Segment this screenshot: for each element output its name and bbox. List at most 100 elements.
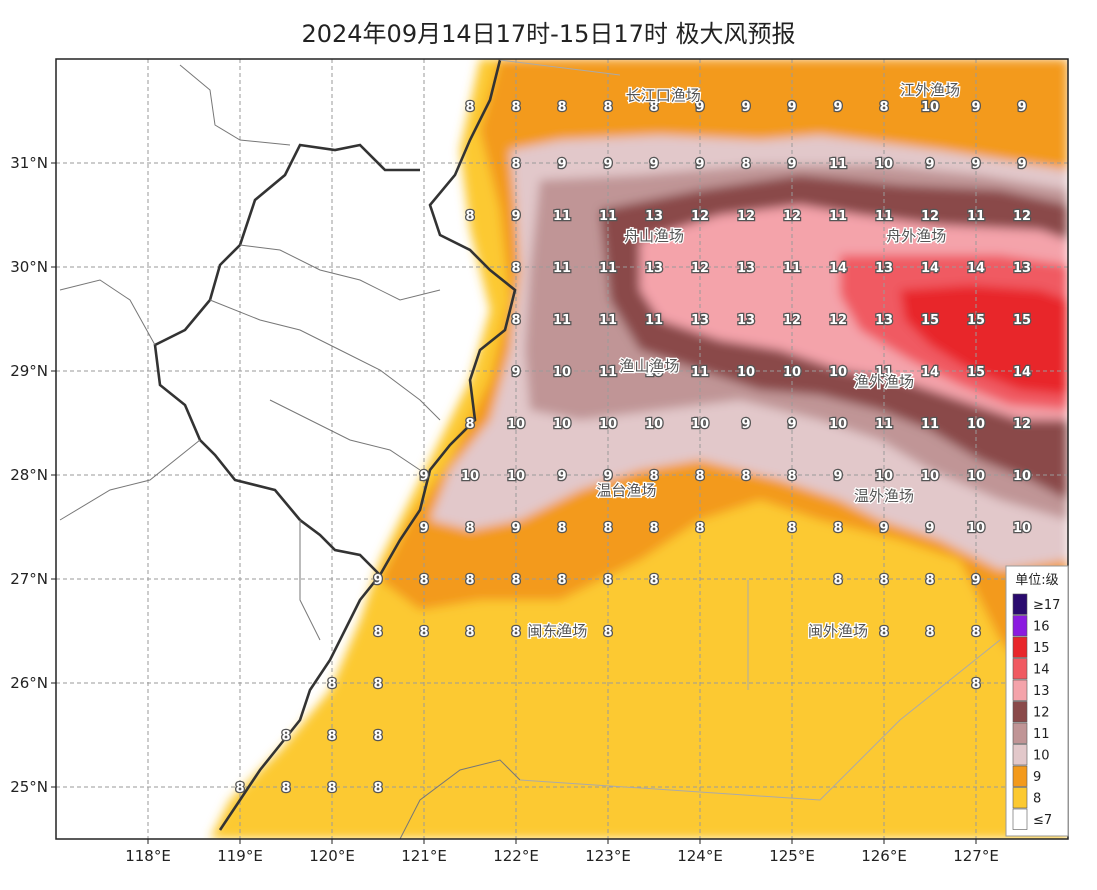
- wind-value-point: 8: [511, 261, 520, 276]
- wind-value-point: 11: [921, 417, 939, 432]
- wind-value-point: 13: [691, 313, 709, 328]
- wind-value-point: 8: [511, 100, 520, 115]
- wind-value-point: 10: [1013, 521, 1031, 536]
- fishing-zone-label: 温台渔场: [596, 482, 656, 500]
- wind-value-point: 8: [833, 521, 842, 536]
- legend-label: 10: [1033, 748, 1050, 763]
- wind-value-point: 14: [1013, 365, 1031, 380]
- wind-value-point: 13: [875, 261, 893, 276]
- wind-value-point: 8: [511, 313, 520, 328]
- wind-value-point: 8: [373, 781, 382, 796]
- y-axis-ticks: 31°N 30°N 29°N 28°N 27°N 26°N 25°N: [10, 154, 56, 796]
- wind-value-point: 9: [971, 100, 980, 115]
- wind-value-point: 12: [783, 209, 801, 224]
- wind-value-point: 9: [925, 157, 934, 172]
- wind-value-point: 13: [645, 209, 663, 224]
- wind-value-point: 9: [971, 157, 980, 172]
- wind-value-point: 9: [511, 521, 520, 536]
- wind-value-point: 11: [599, 365, 617, 380]
- wind-value-point: 8: [649, 100, 658, 115]
- wind-value-point: 11: [691, 365, 709, 380]
- wind-value-point: 8: [557, 625, 566, 640]
- plot-frame: [55, 58, 1069, 840]
- wind-value-point: 11: [875, 365, 893, 380]
- wind-value-point: 9: [695, 100, 704, 115]
- wind-value-point: 8: [557, 573, 566, 588]
- wind-value-point: 12: [1013, 417, 1031, 432]
- wind-value-point: 9: [925, 521, 934, 536]
- wind-value-point: 12: [691, 209, 709, 224]
- wind-value-point: 15: [921, 313, 939, 328]
- legend-swatch: [1012, 615, 1028, 637]
- wind-value-point: 12: [783, 313, 801, 328]
- wind-value-point: 9: [649, 157, 658, 172]
- wind-value-point: 11: [599, 313, 617, 328]
- wind-value-point: 8: [511, 573, 520, 588]
- wind-value-point: 11: [553, 209, 571, 224]
- legend-swatch: [1012, 636, 1028, 658]
- legend-swatch: [1012, 808, 1028, 830]
- wind-value-point: 10: [1013, 469, 1031, 484]
- wind-value-point: 9: [833, 100, 842, 115]
- wind-value-point: 9: [741, 417, 750, 432]
- wind-value-point: 8: [281, 781, 290, 796]
- wind-value-point: 8: [511, 625, 520, 640]
- legend-label: 12: [1033, 705, 1050, 720]
- legend-swatch: [1012, 593, 1028, 615]
- wind-value-point: 8: [879, 100, 888, 115]
- wind-value-point: 10: [691, 417, 709, 432]
- wind-value-point: 8: [971, 625, 980, 640]
- band-15: [900, 285, 1068, 395]
- legend-swatch: [1012, 787, 1028, 809]
- wind-value-point: 13: [737, 313, 755, 328]
- wind-value-point: 11: [875, 417, 893, 432]
- legend-swatch: [1012, 679, 1028, 701]
- wind-value-point: 8: [833, 573, 842, 588]
- wind-band-layer: [210, 59, 1068, 839]
- legend-label: 15: [1033, 641, 1050, 656]
- wind-value-point: 8: [879, 573, 888, 588]
- wind-value-point: 10: [829, 417, 847, 432]
- wind-value-point: 11: [645, 313, 663, 328]
- wind-value-point: 13: [645, 261, 663, 276]
- wind-value-point: 8: [235, 781, 244, 796]
- x-tick-label: 122°E: [493, 847, 539, 865]
- wind-value-point: 14: [921, 261, 939, 276]
- grid-lines: [56, 59, 1068, 839]
- y-tick-label: 30°N: [10, 258, 48, 276]
- wind-value-point: 12: [921, 209, 939, 224]
- wind-value-point: 15: [1013, 313, 1031, 328]
- wind-value-point: 8: [649, 573, 658, 588]
- legend-swatch: [1012, 658, 1028, 680]
- wind-value-point: 8: [557, 100, 566, 115]
- wind-value-point: 9: [603, 469, 612, 484]
- coastline: [218, 59, 517, 831]
- wind-value-point: 9: [511, 209, 520, 224]
- wind-value-point: 10: [507, 417, 525, 432]
- wind-value-point: 10: [921, 469, 939, 484]
- wind-value-point: 9: [787, 417, 796, 432]
- wind-value-point: 9: [557, 157, 566, 172]
- wind-value-point: 10: [599, 417, 617, 432]
- wind-value-point: 8: [603, 100, 612, 115]
- wind-value-point: 11: [829, 209, 847, 224]
- wind-value-point: 10: [967, 417, 985, 432]
- wind-value-point: 12: [691, 261, 709, 276]
- wind-value-point: 10: [829, 365, 847, 380]
- wind-value-point: 8: [465, 625, 474, 640]
- legend-label: 9: [1033, 770, 1041, 785]
- wind-value-point: 9: [419, 521, 428, 536]
- x-tick-label: 125°E: [769, 847, 815, 865]
- wind-value-point: 8: [327, 781, 336, 796]
- legend-swatch: [1012, 765, 1028, 787]
- wind-value-point: 9: [833, 469, 842, 484]
- wind-value-point: 8: [419, 625, 428, 640]
- wind-value-labels: 8 8 8 8 8 9 9 9 9 8 10 9 9 8 9 9 9 9 8 9 11 10 9 9 9 8 9 11 11 13 12 12…: [234, 99, 1032, 798]
- legend: 单位:级 ≥17 16 15 14 13 12 11 10 9 8 ≤7: [1005, 565, 1069, 837]
- x-tick-label: 123°E: [585, 847, 631, 865]
- fishing-zone-label: 闽外渔场: [808, 622, 868, 640]
- wind-value-point: 11: [967, 209, 985, 224]
- legend-swatch: [1012, 744, 1028, 766]
- wind-value-point: 8: [925, 573, 934, 588]
